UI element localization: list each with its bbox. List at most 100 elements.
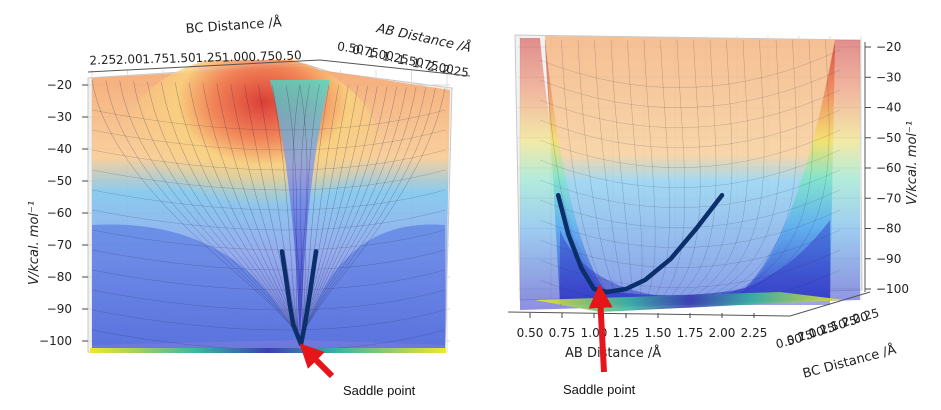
right-z-tick-label: −60 — [876, 161, 901, 175]
right-xlabel: AB Distance /Å — [565, 345, 661, 361]
left-x-tick-label: 1.00 — [222, 49, 249, 64]
left-mesh-line — [258, 84, 301, 343]
left-z-tick-label: −40 — [47, 142, 72, 156]
right-z-tick-label: −40 — [876, 101, 901, 115]
right-z-tick-label: −20 — [876, 40, 901, 54]
right-mesh-line — [561, 39, 609, 296]
right-z-tick-label: −30 — [876, 70, 901, 84]
right-y-tick-label: 0.75 — [785, 327, 814, 347]
left-mesh-line — [297, 85, 308, 343]
left-z-tick-label: −50 — [47, 174, 72, 188]
left-mesh-line — [119, 80, 301, 343]
right-mesh-line — [539, 129, 841, 168]
right-y-tick-label: 2.25 — [851, 306, 880, 326]
left-mesh-line — [91, 309, 446, 331]
left-mesh-line — [299, 87, 417, 343]
right-x-ticks: 0.50 0.75 1.00 1.25 1.50 1.75 2.00 2.25 — [517, 313, 768, 340]
left-zlabel: V/kcal. mol⁻¹ — [27, 201, 42, 285]
right-mesh-line — [711, 39, 781, 296]
right-y-axis-line — [789, 291, 871, 317]
left-mesh-line — [133, 81, 301, 343]
left-x-ticks: 2.25 2.00 1.75 1.50 1.25 1.00 0.75 0.50 — [89, 48, 302, 68]
left-mesh-line — [91, 209, 446, 231]
right-x-tick-label: 1.50 — [645, 326, 672, 340]
left-mesh-line — [91, 149, 446, 171]
right-back-surface — [545, 36, 835, 300]
right-mesh-line — [610, 39, 633, 296]
left-z-tick-label: −70 — [47, 238, 72, 252]
right-mesh-line — [539, 169, 841, 208]
right-mesh-line — [735, 39, 830, 296]
left-mesh-line — [285, 85, 301, 343]
left-saddle-label: Saddle point — [343, 383, 416, 398]
right-x-tick-label: 0.50 — [517, 326, 544, 340]
right-mesh-line — [539, 209, 841, 248]
right-mesh-line — [695, 39, 749, 296]
right-lower-basin — [560, 220, 830, 305]
left-x-tick-label: 1.75 — [142, 51, 169, 66]
right-mesh-line — [539, 109, 841, 148]
right-z-tick-label: −80 — [876, 222, 901, 236]
right-y-tick-label: 2.00 — [840, 309, 869, 329]
left-valley-right — [302, 224, 445, 345]
right-mesh-line — [655, 39, 670, 296]
left-x-tick-label: 2.00 — [116, 52, 143, 67]
left-contour-floor — [90, 348, 446, 353]
left-y-tick-label: 1.50 — [396, 52, 424, 70]
right-mesh-line — [727, 39, 813, 296]
left-saddle-arrow — [299, 343, 335, 379]
right-mesh-line — [679, 39, 717, 296]
right-mesh-line — [663, 39, 685, 296]
right-saddle-label: Saddle point — [563, 382, 636, 397]
left-top-axis-line — [87, 59, 321, 73]
left-z-tick-label: −80 — [47, 270, 72, 284]
left-x-tick-label: 0.50 — [275, 48, 302, 63]
right-saddle-arrow — [588, 284, 613, 373]
right-mesh-line — [671, 39, 701, 296]
left-mesh-line — [91, 189, 446, 211]
right-x-tick-label: 2.25 — [741, 326, 768, 340]
right-z-tick-label: −50 — [876, 131, 901, 145]
left-mesh-line — [91, 109, 446, 131]
left-valley-left — [92, 224, 298, 345]
left-surface-peak-highlight — [120, 60, 380, 245]
right-valley-surface — [545, 40, 835, 305]
right-mesh-line — [539, 249, 841, 288]
left-z-ticks: −20 −30 −40 −50 −60 −70 −80 −90 −100 — [39, 78, 88, 348]
left-z-tick-label: −90 — [47, 302, 72, 316]
left-z-tick-label: −100 — [39, 334, 72, 348]
left-mesh-line — [292, 83, 303, 343]
left-x-tick-label: 1.50 — [169, 51, 196, 66]
left-mesh-line — [244, 84, 301, 343]
right-x-axis-line — [507, 311, 791, 317]
right-mesh-line — [539, 49, 841, 88]
right-mesh-line — [539, 229, 841, 268]
left-z-tick-label: −30 — [47, 110, 72, 124]
left-x-tick-label: 2.25 — [89, 52, 116, 67]
right-y-tick-label: 1.75 — [829, 313, 858, 333]
right-mesh-line — [703, 39, 765, 296]
right-mesh-line — [577, 39, 617, 296]
left-z-tick-label: −60 — [47, 206, 72, 220]
left-mesh-line — [91, 79, 301, 343]
right-mesh-line — [539, 149, 841, 188]
left-mesh-line — [105, 80, 301, 343]
left-mesh-line — [299, 87, 436, 343]
right-x-tick-label: 2.00 — [709, 326, 736, 340]
right-surface-mesh — [539, 39, 841, 308]
left-z-tick-label: −20 — [47, 78, 72, 92]
left-xlabel: BC Distance /Å — [185, 14, 282, 37]
left-mesh-line — [91, 289, 446, 311]
right-mesh-line — [687, 39, 733, 296]
left-mesh-line — [299, 87, 446, 343]
left-y-tick-label: 1.00 — [366, 46, 394, 64]
left-mesh-line — [299, 84, 310, 343]
right-y-tick-label: 1.25 — [807, 320, 836, 340]
right-x-tick-label: 1.75 — [677, 326, 704, 340]
left-surface-plot: −20−30−40−50−60−70−80−90−100 2.25 2.00 1.7… — [27, 14, 473, 398]
left-y-tick-label: 1.75 — [411, 56, 439, 74]
right-mesh-line — [719, 39, 797, 296]
right-y-tick-label: 1.00 — [796, 324, 825, 344]
right-y-ticks: 0.500.751.001.251.501.752.002.25 — [774, 306, 880, 352]
